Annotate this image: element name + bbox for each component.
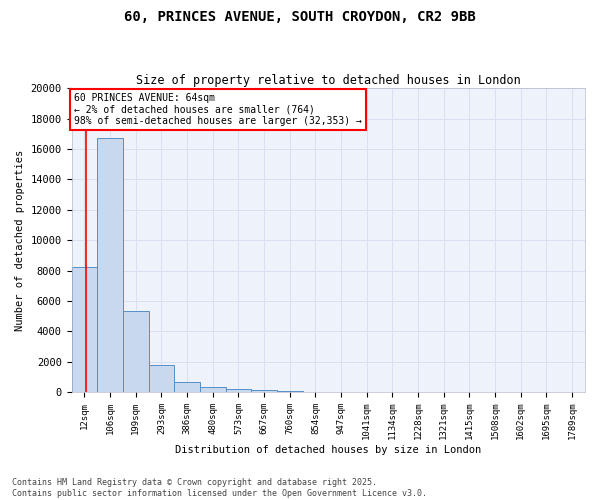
- Bar: [174, 382, 200, 392]
- Bar: [97, 138, 123, 392]
- Bar: [71, 268, 97, 392]
- Text: 60 PRINCES AVENUE: 64sqm
← 2% of detached houses are smaller (764)
98% of semi-d: 60 PRINCES AVENUE: 64sqm ← 2% of detache…: [74, 92, 362, 126]
- Text: Contains HM Land Registry data © Crown copyright and database right 2025.
Contai: Contains HM Land Registry data © Crown c…: [12, 478, 427, 498]
- Bar: [123, 311, 149, 392]
- X-axis label: Distribution of detached houses by size in London: Distribution of detached houses by size …: [175, 445, 481, 455]
- Bar: [251, 390, 277, 392]
- Bar: [226, 389, 251, 392]
- Bar: [200, 387, 226, 392]
- Bar: [277, 391, 302, 392]
- Y-axis label: Number of detached properties: Number of detached properties: [15, 150, 25, 331]
- Text: 60, PRINCES AVENUE, SOUTH CROYDON, CR2 9BB: 60, PRINCES AVENUE, SOUTH CROYDON, CR2 9…: [124, 10, 476, 24]
- Bar: [149, 364, 174, 392]
- Title: Size of property relative to detached houses in London: Size of property relative to detached ho…: [136, 74, 521, 87]
